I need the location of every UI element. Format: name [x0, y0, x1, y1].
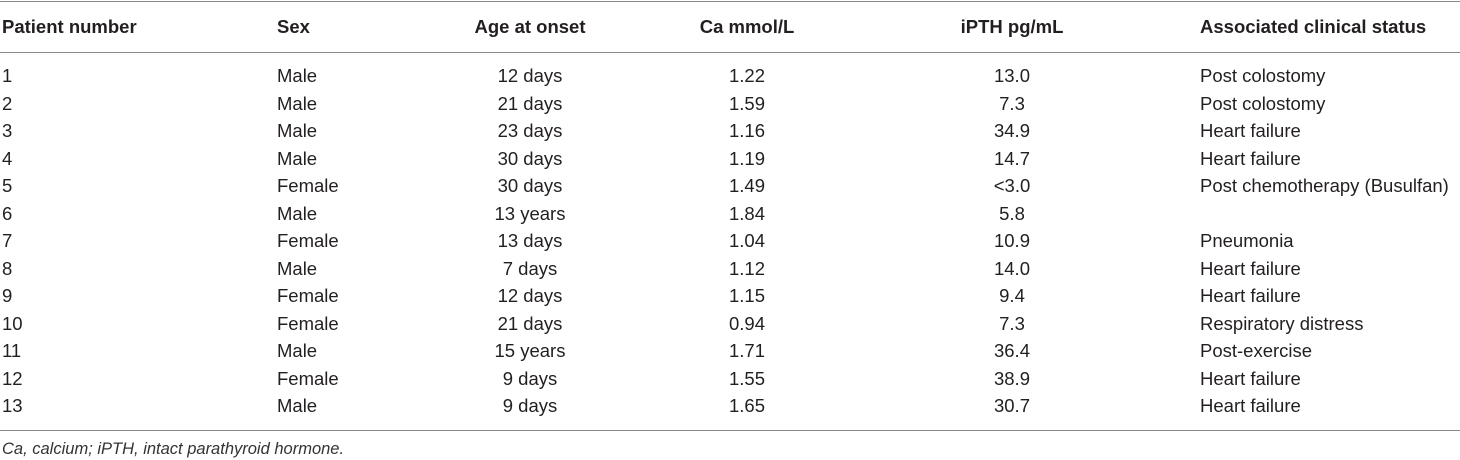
- ca: 1.19: [728, 147, 765, 169]
- header-ca: Ca mmol/L: [699, 16, 795, 37]
- ca: 1.12: [728, 257, 765, 279]
- age-at-onset: 30 days: [497, 147, 563, 169]
- age-at-onset: 12 days: [497, 65, 563, 86]
- age-at-onset: 13 years: [494, 202, 566, 224]
- patient-number: 10: [2, 312, 23, 334]
- sex: Male: [277, 340, 318, 361]
- clinical-status: Post-exercise: [1200, 340, 1313, 361]
- age-at-onset: 12 days: [497, 285, 563, 306]
- ipth: 36.4: [993, 340, 1030, 361]
- header-age-at-onset: Age at onset: [474, 16, 586, 37]
- top-rule: [0, 1, 1460, 2]
- ipth: 9.4: [999, 285, 1025, 306]
- ipth: 13.0: [993, 65, 1030, 86]
- age-at-onset: 15 years: [494, 340, 566, 361]
- sex: Male: [277, 147, 318, 169]
- ipth: 34.9: [993, 120, 1030, 141]
- sex: Male: [277, 65, 318, 86]
- clinical-status: Heart failure: [1200, 257, 1301, 279]
- ca: 1.55: [728, 367, 765, 389]
- clinical-status: Post chemotherapy (Busulfan): [1200, 175, 1449, 196]
- header-ipth: iPTH pg/mL: [960, 16, 1064, 37]
- clinical-status: Pneumonia: [1200, 230, 1294, 251]
- age-at-onset: 30 days: [497, 175, 563, 196]
- patient-number: 7: [2, 230, 13, 251]
- patient-number: 13: [2, 395, 23, 416]
- patient-number: 3: [2, 120, 13, 141]
- clinical-status: Heart failure: [1200, 120, 1301, 141]
- header-clinical-status: Associated clinical status: [1200, 16, 1427, 37]
- patient-number: 4: [2, 147, 13, 169]
- age-at-onset: 23 days: [497, 120, 563, 141]
- patient-number: 11: [2, 340, 22, 361]
- ipth: <3.0: [993, 175, 1031, 196]
- ca: 1.49: [728, 175, 765, 196]
- ca: 1.71: [728, 340, 765, 361]
- ca: 1.15: [728, 285, 765, 306]
- clinical-status: Heart failure: [1200, 147, 1301, 169]
- clinical-status: Post colostomy: [1200, 65, 1326, 86]
- sex: Female: [277, 175, 339, 196]
- header-patient-number: Patient number: [2, 16, 137, 37]
- sex: Female: [277, 285, 339, 306]
- age-at-onset: 9 days: [502, 367, 558, 389]
- clinical-status: Heart failure: [1200, 285, 1301, 306]
- ipth: 30.7: [993, 395, 1030, 416]
- sex: Male: [277, 395, 318, 416]
- ipth: 38.9: [993, 367, 1030, 389]
- ipth: 10.9: [993, 230, 1030, 251]
- ipth: 14.0: [993, 257, 1030, 279]
- age-at-onset: 21 days: [497, 92, 563, 114]
- ipth: 7.3: [999, 92, 1025, 114]
- footnote: Ca, calcium; iPTH, intact parathyroid ho…: [2, 440, 345, 458]
- ca: 1.22: [728, 65, 765, 86]
- header-rule: [0, 52, 1460, 53]
- age-at-onset: 9 days: [502, 395, 558, 416]
- age-at-onset: 13 days: [497, 230, 563, 251]
- age-at-onset: 7 days: [502, 257, 558, 279]
- ipth: 5.8: [999, 202, 1025, 224]
- ipth: 14.7: [993, 147, 1030, 169]
- clinical-status: Post colostomy: [1200, 92, 1326, 114]
- header-sex: Sex: [277, 16, 310, 37]
- sex: Male: [277, 202, 318, 224]
- patient-number: 9: [2, 285, 13, 306]
- ipth: 7.3: [999, 312, 1025, 334]
- patient-number: 1: [2, 65, 13, 86]
- sex: Female: [277, 367, 339, 389]
- ca: 1.04: [728, 230, 765, 251]
- clinical-status: Heart failure: [1200, 395, 1301, 416]
- patient-number: 6: [2, 202, 13, 224]
- sex: Female: [277, 230, 339, 251]
- ca: 1.65: [728, 395, 765, 416]
- age-at-onset: 21 days: [497, 312, 563, 334]
- sex: Male: [277, 257, 318, 279]
- patient-number: 8: [2, 257, 13, 279]
- patient-number: 2: [2, 92, 13, 114]
- patient-number: 12: [2, 367, 23, 389]
- sex: Female: [277, 312, 339, 334]
- sex: Male: [277, 120, 318, 141]
- ca: 1.59: [728, 92, 765, 114]
- clinical-status: Respiratory distress: [1200, 312, 1364, 334]
- ca: 0.94: [728, 312, 765, 334]
- patient-number: 5: [2, 175, 13, 196]
- sex: Male: [277, 92, 318, 114]
- bottom-rule: [0, 430, 1460, 431]
- ca: 1.84: [728, 202, 765, 224]
- ca: 1.16: [728, 120, 765, 141]
- clinical-status: Heart failure: [1200, 367, 1301, 389]
